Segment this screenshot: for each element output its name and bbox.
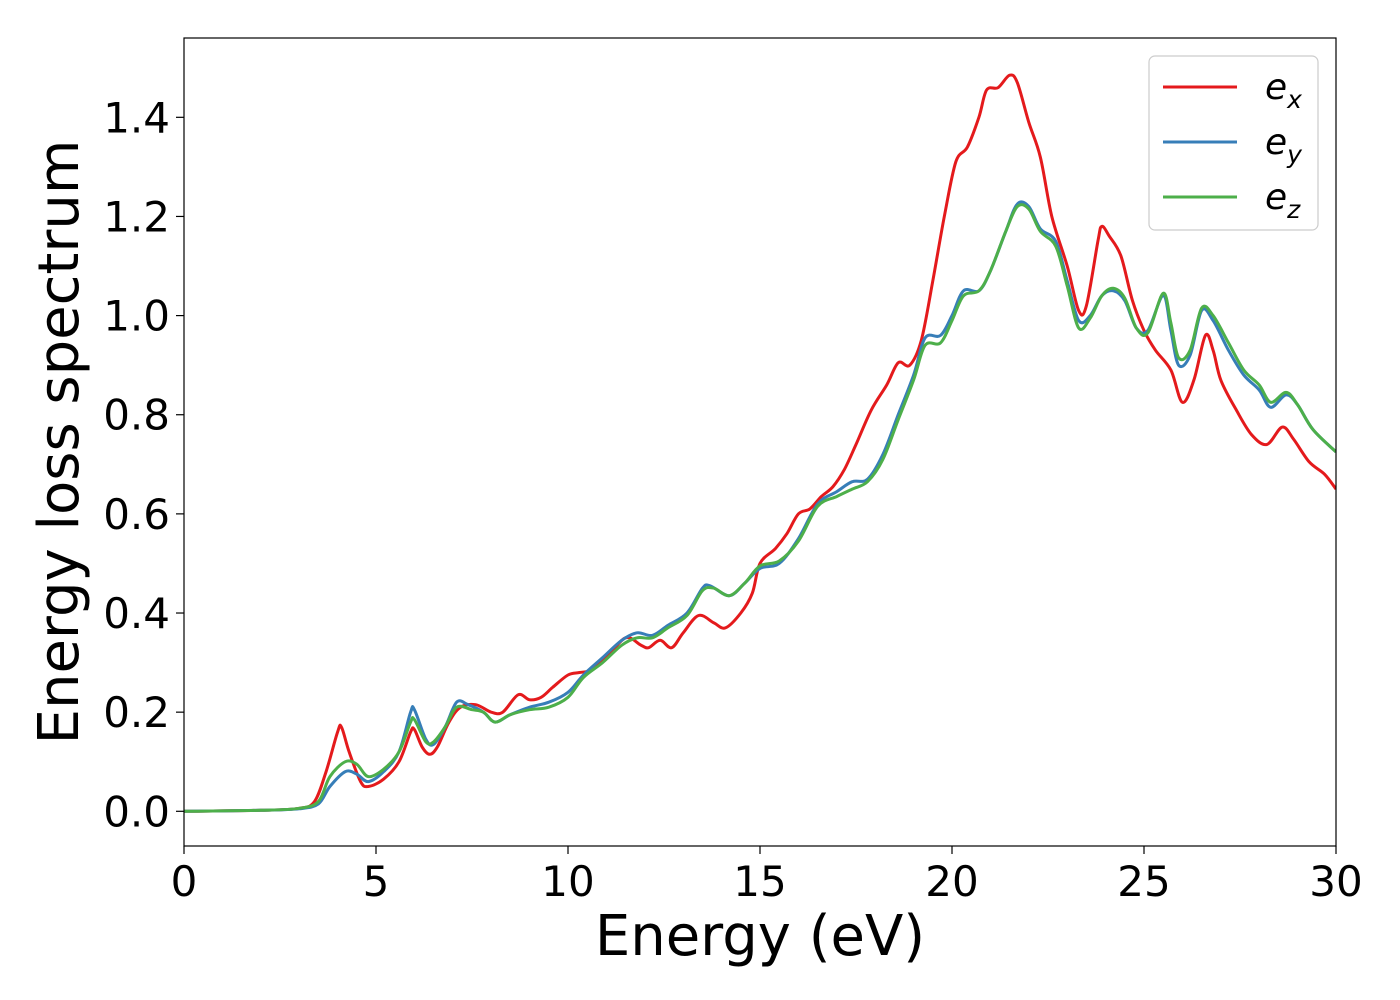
x-axis-ticks: 0 5 10 15 20 25 30 <box>171 846 1363 906</box>
series-layer <box>184 73 1336 813</box>
x-axis-label: Energy (eV) <box>595 904 925 969</box>
y-tick-label: 0.8 <box>103 391 170 440</box>
y-tick-label: 1.2 <box>103 192 170 241</box>
legend-entry-ez: ez <box>1265 177 1301 224</box>
x-tick-label: 30 <box>1309 857 1362 906</box>
legend-entry-ex: ex <box>1265 67 1302 114</box>
x-tick-label: 25 <box>1117 857 1170 906</box>
y-axis-label: Energy loss spectrum <box>27 140 92 745</box>
y-tick-label: 1.4 <box>103 93 170 142</box>
x-tick-label: 5 <box>363 857 390 906</box>
legend-entry-ey: ey <box>1265 122 1303 169</box>
y-tick-label: 0.2 <box>103 688 170 737</box>
x-tick-label: 0 <box>171 857 198 906</box>
y-tick-label: 0.0 <box>103 787 170 836</box>
y-tick-label: 0.4 <box>103 589 170 638</box>
x-tick-label: 20 <box>925 857 978 906</box>
x-tick-label: 10 <box>541 857 594 906</box>
y-tick-label: 0.6 <box>103 490 170 539</box>
series-line-ez <box>184 203 1336 813</box>
x-tick-label: 15 <box>733 857 786 906</box>
series-line-ex <box>184 73 1336 813</box>
y-axis-ticks: 0.0 0.2 0.4 0.6 0.8 1.0 1.2 1.4 <box>103 93 184 836</box>
legend: ex ey ez <box>1148 55 1319 231</box>
y-tick-label: 1.0 <box>103 292 170 341</box>
